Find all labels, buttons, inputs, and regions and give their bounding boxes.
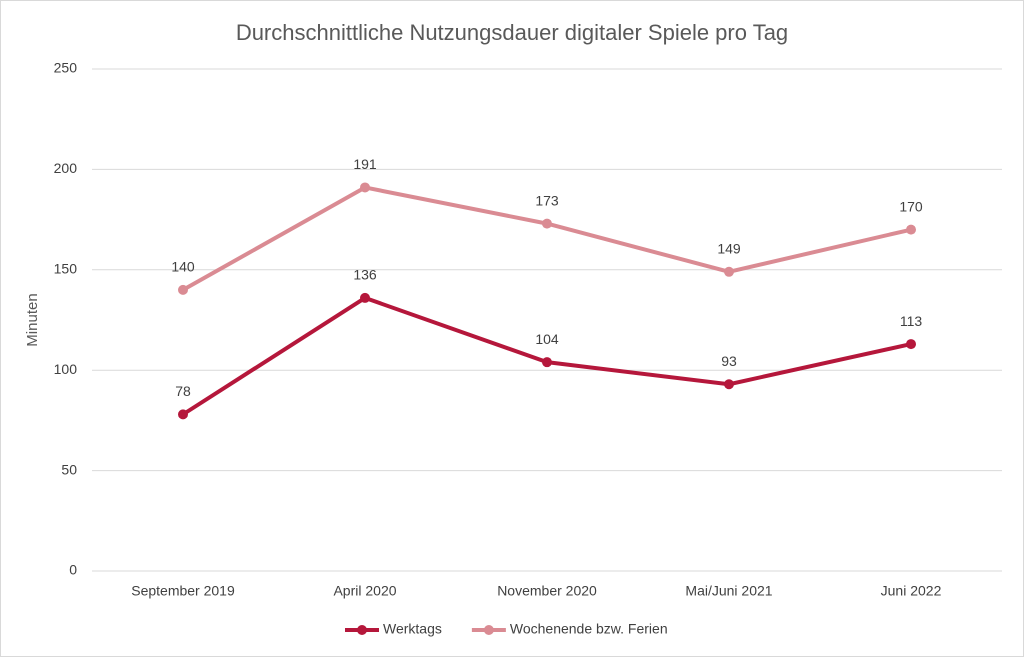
data-label: 173 bbox=[535, 192, 559, 208]
data-point bbox=[542, 357, 552, 368]
data-label: 104 bbox=[535, 331, 559, 347]
data-point bbox=[724, 266, 734, 277]
legend-label: Wochenende bzw. Ferien bbox=[510, 621, 668, 637]
x-tick-label: September 2019 bbox=[131, 583, 235, 599]
x-tick-label: April 2020 bbox=[333, 583, 396, 599]
y-tick-label: 100 bbox=[54, 361, 78, 377]
data-label: 140 bbox=[171, 259, 195, 275]
data-point bbox=[178, 409, 188, 420]
legend-marker bbox=[483, 625, 494, 635]
legend-label: Werktags bbox=[383, 621, 442, 637]
data-point bbox=[542, 218, 552, 229]
y-tick-label: 50 bbox=[61, 461, 77, 477]
y-axis-label: Minuten bbox=[24, 293, 41, 346]
data-point bbox=[360, 292, 370, 303]
y-tick-label: 150 bbox=[54, 261, 78, 277]
data-label: 136 bbox=[353, 267, 377, 283]
legend-marker bbox=[357, 625, 367, 635]
data-point bbox=[178, 284, 188, 295]
x-tick-label: Mai/Juni 2021 bbox=[685, 583, 772, 599]
y-tick-label: 200 bbox=[54, 160, 78, 176]
data-point bbox=[906, 339, 916, 350]
data-point bbox=[906, 224, 916, 235]
data-point bbox=[360, 182, 370, 193]
data-label: 113 bbox=[900, 313, 923, 329]
data-label: 78 bbox=[175, 383, 191, 399]
x-tick-label: Juni 2022 bbox=[881, 583, 942, 599]
data-label: 93 bbox=[721, 353, 737, 369]
chart-title: Durchschnittliche Nutzungsdauer digitale… bbox=[236, 20, 788, 45]
data-label: 149 bbox=[717, 241, 741, 257]
data-label: 170 bbox=[899, 198, 923, 214]
x-tick-label: November 2020 bbox=[497, 583, 597, 599]
y-tick-label: 0 bbox=[69, 562, 77, 578]
data-label: 191 bbox=[353, 156, 377, 172]
data-point bbox=[724, 379, 734, 390]
y-tick-label: 250 bbox=[54, 60, 78, 76]
